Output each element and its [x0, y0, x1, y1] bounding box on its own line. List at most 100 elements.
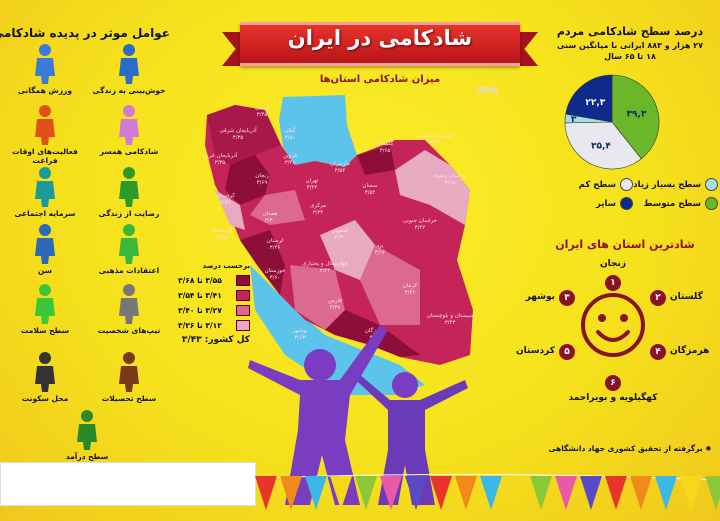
map-legend: برحسب درصد ۳/۵۵ تا ۳/۶۸ ۳/۴۱ تا ۳/۵۴ ۳/۲۷ …: [178, 262, 250, 345]
province-value: ۳/۴۸: [284, 160, 296, 166]
bunting-flag: [630, 476, 652, 510]
factor-label: رضایت از زندگی: [98, 209, 160, 218]
province-name: خراسان شمالی: [417, 133, 453, 139]
bunting-flag: [655, 476, 677, 510]
factor-label: ورزش همگانی: [17, 86, 73, 95]
province-value: ۳/۴۲: [414, 225, 426, 231]
region-khuzestan: [240, 230, 285, 295]
pie-legend-item: سطح بسیار زیاد: [633, 178, 718, 191]
persian-gulf: [250, 265, 425, 395]
pie-slice-label: ۳۵,۴: [591, 141, 611, 151]
pie-title: درصد سطح شادکامی مردم: [556, 25, 704, 38]
page-title: شادکامی در ایران: [287, 26, 473, 50]
province-value: ۳/۳۱: [334, 235, 346, 241]
province-name: مرکزی: [310, 203, 326, 209]
bunting-flag: [305, 476, 327, 510]
factor-item: ورزش همگانی: [8, 42, 82, 95]
province-label: مرکزی ۳/۳۴: [310, 203, 326, 217]
factor-label: سطح درآمد: [65, 452, 109, 461]
province-label: خراسان رضوی ۳/۱۸: [433, 173, 468, 187]
province-name: اردبیل: [255, 105, 269, 111]
factor-label: فعالیت‌های اوقات فراغت: [12, 147, 78, 165]
legend-dot: [620, 197, 633, 210]
province-label: چهارمحال و بختیاری ۳/۴۳: [302, 261, 348, 275]
factor-item: محل سکونت: [8, 350, 82, 403]
rank-province: کردستان: [515, 346, 555, 356]
region-khorasan-razavi: [395, 150, 470, 225]
pie-slice-label: ۲۲,۳: [585, 98, 605, 108]
province-name: خراسان جنوبی: [402, 218, 438, 224]
pie-legend-item: سایر: [548, 197, 633, 210]
province-name: تهران: [305, 178, 319, 184]
factor-item: شادکامی همسر: [92, 103, 166, 156]
legend-swatch: [236, 320, 250, 331]
region-golestan: [357, 145, 395, 175]
region-zanjan-kurdistan: [225, 155, 270, 205]
province-value: ۳/۳۷: [329, 305, 341, 311]
title-ribbon: [240, 22, 520, 66]
province-label: گیلان ۳/۵۱: [284, 128, 296, 142]
province-name: اصفهان: [331, 228, 349, 234]
province-label: اردبیل ۳/۴۵: [255, 105, 269, 119]
province-value: ۳/۶۹: [256, 180, 268, 186]
factor-label: خوش‌بینی به زندگی: [92, 86, 166, 95]
province-name: قزوین: [282, 153, 298, 159]
province-value: ۳/۵۲: [334, 168, 346, 174]
source-text: برگرفته از تحقیق کشوری جهاد دانشگاهی: [548, 444, 703, 453]
province-label: همدان ۳/۳۰: [263, 211, 278, 225]
province-name: کرمانشاه: [211, 228, 233, 234]
region-kerman: [360, 245, 420, 325]
factors-title: عوامل موثر در پدیده شادکامی: [0, 26, 170, 40]
region-hormozgan: [325, 310, 420, 357]
pie-slice: [565, 74, 613, 123]
factor-item: سن: [8, 222, 82, 275]
legend-label: ۳/۲۷ تا ۳/۴۰: [178, 306, 222, 315]
legend-dot: [705, 178, 718, 191]
hourglass-icon: [35, 224, 55, 264]
factor-item: سطح درآمد: [50, 408, 124, 461]
student-desk-icon: [119, 352, 139, 392]
province-value: ۳/۳۵: [214, 160, 226, 166]
province-label: مازندران ۳/۵۲: [330, 161, 350, 175]
pie-subtitle: ۲۷ هزار و ۸۸۳ ایرانی با میانگین سنی ۱۸ تا…: [545, 40, 715, 62]
national-average: کل کشور: ۳/۴۳: [181, 335, 250, 345]
province-label: قزوین ۳/۴۸: [283, 153, 297, 167]
bunting-flag: [405, 476, 427, 510]
province-label: آذربایجان غربی ۳/۳۵: [203, 153, 237, 167]
region-kermanshah: [215, 190, 245, 230]
bunting-flag: [330, 476, 352, 510]
province-label: آذربایجان شرقی ۳/۳۵: [219, 128, 256, 142]
bunting-flag: [580, 476, 602, 510]
blank-caption-box: [0, 462, 256, 506]
bunting-flag: [705, 476, 720, 510]
province-value: ۳/۴۴: [306, 185, 318, 191]
factor-item: تیپ‌های شخصیت: [92, 282, 166, 335]
rank-province: بوشهر: [525, 292, 555, 302]
source-note: ✹ برگرفته از تحقیق کشوری جهاد دانشگاهی: [548, 444, 712, 453]
rank-province: کهگیلویه و بویراحمد: [568, 393, 658, 403]
province-value: ۳/۶۳: [294, 335, 306, 341]
legend-row: ۳/۲۷ تا ۳/۴۰: [178, 305, 250, 316]
rank-badge: ۶: [605, 375, 621, 391]
praying-person-icon: [119, 224, 139, 264]
province-name: آذربایجان شرقی: [219, 128, 257, 134]
province-name: لرستان: [266, 238, 284, 244]
bunting-flag: [505, 476, 527, 510]
province-label: زنجان ۳/۶۹: [255, 173, 268, 187]
province-value: ۳/۵۹: [219, 200, 231, 206]
province-label: لرستان ۳/۴۶: [267, 238, 284, 252]
province-value: ۳/۴۶: [269, 245, 281, 251]
rank-badge: ۲: [650, 290, 666, 306]
iran-map: [205, 95, 473, 395]
province-label: خوزستان ۳/۶۰: [265, 268, 286, 282]
factor-item: خوش‌بینی به زندگی: [92, 42, 166, 95]
province-name: سیستان و بلوچستان: [426, 313, 474, 319]
province-label: کرمان ۳/۳۶: [403, 283, 417, 297]
legend-swatch: [236, 305, 250, 316]
legend-row: ۳/۴۱ تا ۳/۵۴: [178, 290, 250, 301]
pie-slice-label: ۳: [571, 115, 577, 125]
rank-badge: ۳: [559, 290, 575, 306]
province-label: کردستان ۳/۵۹: [215, 193, 235, 207]
province-label: خراسان شمالی ۳/۴۴: [417, 133, 453, 147]
pie-legend-label: سطح متوسط: [643, 198, 701, 209]
